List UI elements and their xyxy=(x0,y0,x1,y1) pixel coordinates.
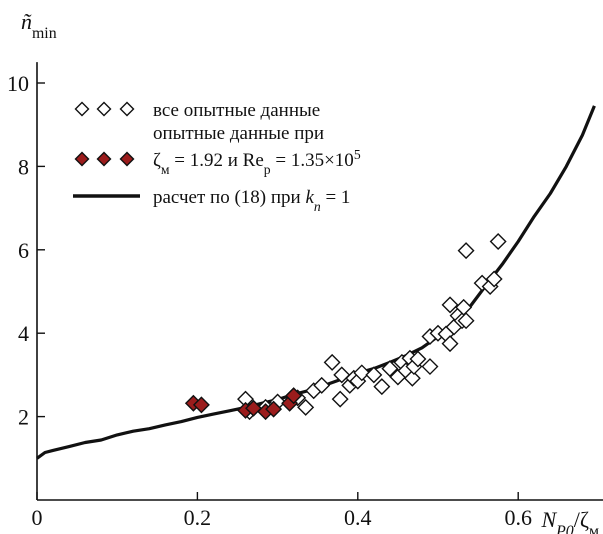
axes: 0 0.2 0.4 0.6 2 4 6 8 10 xyxy=(7,62,603,530)
x-tick-label: 0.6 xyxy=(504,505,532,530)
open-diamond-point xyxy=(353,364,371,382)
filled-diamond-point xyxy=(285,387,303,405)
open-diamond-point xyxy=(381,360,399,378)
filled-diamond-point xyxy=(245,399,263,417)
legend-open-diamond-icon xyxy=(96,101,112,117)
legend-filled-diamond-icon xyxy=(119,151,135,167)
legend-filled-diamond-icon xyxy=(96,151,112,167)
open-diamond-point xyxy=(365,366,383,384)
y-tick-label: 10 xyxy=(7,71,29,96)
x-axis-label: NP0/ζм xyxy=(540,507,599,534)
y-tick-label: 6 xyxy=(18,238,29,263)
open-diamond-point xyxy=(313,376,331,394)
y-tick-label: 2 xyxy=(18,405,29,430)
open-diamond-point xyxy=(331,390,349,408)
y-tick-label: 8 xyxy=(18,154,29,179)
open-diamond-point xyxy=(403,369,421,387)
legend-entry: опытные данные при ζм = 1.92 и Rep = 1.35… xyxy=(74,123,361,177)
open-diamond-point xyxy=(457,242,475,260)
legend-open-diamond-icon xyxy=(74,101,90,117)
y-axis-title: ñmin xyxy=(21,9,57,42)
x-tick-label: 0.2 xyxy=(184,505,212,530)
open-diamond-point xyxy=(457,312,475,330)
open-diamond-point xyxy=(323,353,341,371)
open-diamond-point xyxy=(489,232,507,250)
open-diamond-point xyxy=(441,335,459,353)
open-diamond-point xyxy=(485,270,503,288)
plot-area xyxy=(36,105,596,460)
x-tick-label: 0 xyxy=(32,505,43,530)
open-diamond-point xyxy=(373,378,391,396)
y-axis-label: ñmin xyxy=(21,9,57,42)
y-tick-label: 4 xyxy=(18,321,29,346)
open-diamond-point xyxy=(297,398,315,416)
legend-label: расчет по (18) при kn = 1 xyxy=(153,187,350,214)
open-diamond-point xyxy=(421,358,439,376)
filled-diamond-point xyxy=(192,396,210,414)
x-tick-label: 0.4 xyxy=(344,505,372,530)
legend-entry: все опытные данные xyxy=(74,100,320,121)
x-axis-title: NP0/ζм xyxy=(540,507,599,534)
legend-entry: расчет по (18) при kn = 1 xyxy=(73,187,350,214)
filled-diamond-point xyxy=(265,400,283,418)
legend-label: опытные данные при xyxy=(153,123,324,144)
open-diamond-point xyxy=(333,366,351,384)
legend-label: ζм = 1.92 и Rep = 1.35×105 xyxy=(153,147,361,177)
open-diamond-point xyxy=(409,350,427,368)
legend-label: все опытные данные xyxy=(153,100,320,121)
legend-filled-diamond-icon xyxy=(74,151,90,167)
open-diamond-point xyxy=(441,296,459,314)
legend-open-diamond-icon xyxy=(119,101,135,117)
